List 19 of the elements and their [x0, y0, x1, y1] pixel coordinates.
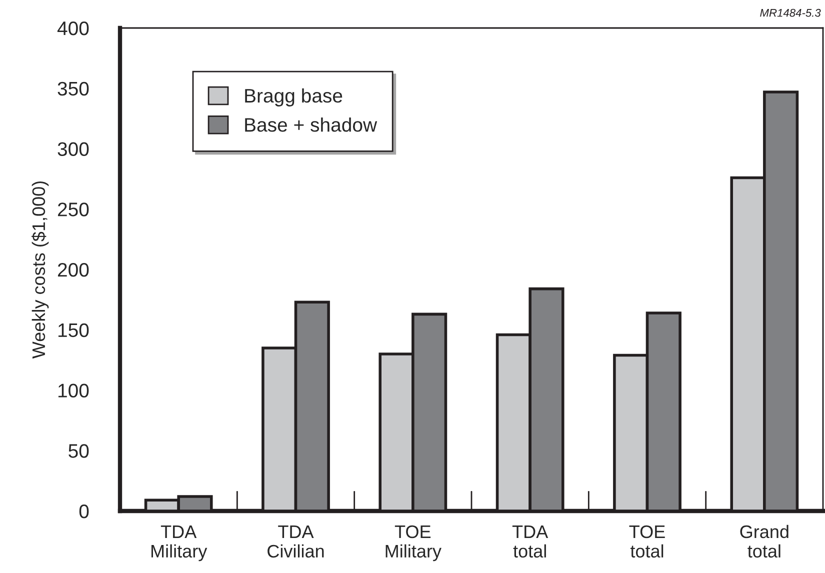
x-tick-label: TDA Military: [151, 526, 208, 562]
y-tick-label: 300: [58, 142, 89, 156]
y-tick-label: 150: [58, 323, 89, 338]
x-tick-label: TDA Civilian: [268, 526, 324, 558]
x-tick-label: TOE Military: [386, 525, 442, 562]
y-tick-label: 400: [57, 21, 89, 36]
text: MR1484-5.3: [760, 8, 821, 17]
x-tick-label: Grand total: [740, 524, 788, 558]
y-tick-label: 0: [79, 504, 89, 518]
y-tick-label: 50: [68, 444, 89, 458]
y-axis-title: Weekly costs ($1,000): [32, 181, 49, 359]
y-tick-label: 100: [58, 384, 89, 398]
legend-label: Bragg base: [245, 88, 342, 106]
y-tick-label: 200: [58, 262, 89, 277]
x-tick-label: TDA total: [512, 526, 548, 558]
legend-label: Base + shadow: [245, 117, 378, 132]
x-tick-label: TOE total: [629, 525, 665, 558]
y-tick-label: 350: [58, 82, 89, 96]
y-tick-label: 250: [58, 202, 89, 216]
